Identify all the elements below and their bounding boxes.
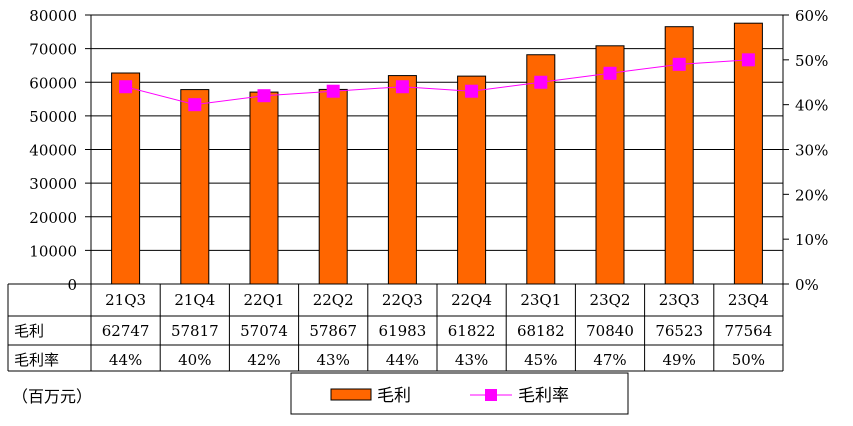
data-label: 68182 xyxy=(517,322,565,340)
x-tick-label: 22Q1 xyxy=(244,291,285,309)
y-left-tick-label: 40000 xyxy=(29,142,77,160)
legend-bar-swatch xyxy=(330,388,372,401)
data-label: 45% xyxy=(524,351,557,369)
y-left-tick-label: 20000 xyxy=(29,209,77,227)
line-point xyxy=(534,75,548,89)
data-label: 70840 xyxy=(586,322,634,340)
data-label: 43% xyxy=(317,351,350,369)
legend-label: 毛利率 xyxy=(518,386,569,406)
x-tick-label: 21Q3 xyxy=(105,291,146,309)
x-tick-label: 23Q3 xyxy=(659,291,700,309)
y-right-tick-label: 30% xyxy=(795,142,828,160)
legend: 毛利 毛利率 xyxy=(290,372,629,415)
data-label: 57817 xyxy=(171,322,219,340)
line-point xyxy=(603,66,617,80)
y-left-tick-label: 10000 xyxy=(29,242,77,260)
table-row-label: 毛利 xyxy=(14,322,44,340)
data-label: 44% xyxy=(109,351,142,369)
y-right-tick-label: 40% xyxy=(795,97,828,115)
x-tick-label: 22Q2 xyxy=(313,291,354,309)
data-label: 77564 xyxy=(725,322,773,340)
data-label: 76523 xyxy=(655,322,703,340)
data-label: 61822 xyxy=(448,322,496,340)
data-label: 57867 xyxy=(309,322,357,340)
data-label: 62747 xyxy=(102,322,150,340)
data-label: 61983 xyxy=(379,322,427,340)
y-right-tick-label: 20% xyxy=(795,186,828,204)
table-row-label: 毛利率 xyxy=(14,351,59,369)
line-point xyxy=(119,80,133,94)
line-series xyxy=(119,53,755,112)
y-left-tick-label: 0 xyxy=(67,276,77,294)
y-left-tick-label: 30000 xyxy=(29,175,77,193)
y-left-tick-label: 60000 xyxy=(29,74,77,92)
line-point xyxy=(741,53,755,67)
x-tick-label: 23Q2 xyxy=(590,291,631,309)
line-point xyxy=(395,80,409,94)
x-tick-label: 22Q3 xyxy=(382,291,423,309)
x-tick-label: 23Q1 xyxy=(520,291,561,309)
data-label: 42% xyxy=(247,351,280,369)
data-label: 40% xyxy=(178,351,211,369)
bar xyxy=(595,45,625,285)
data-table: 21Q3 21Q4 22Q1 22Q2 22Q3 22Q4 23Q1 23Q2 23Q3 23Q4… xyxy=(7,283,784,372)
line-point xyxy=(672,57,686,71)
line-point xyxy=(465,84,479,98)
data-label: 47% xyxy=(593,351,626,369)
bar xyxy=(111,72,141,285)
y-left-tick-label: 80000 xyxy=(29,7,77,25)
x-tick-label: 22Q4 xyxy=(451,291,492,309)
data-label: 43% xyxy=(455,351,488,369)
y-left-tick-label: 50000 xyxy=(29,108,77,126)
y-left-tick-label: 70000 xyxy=(29,41,77,59)
line-point xyxy=(188,98,202,112)
line-series-path xyxy=(125,59,749,106)
x-tick-label: 23Q4 xyxy=(728,291,769,309)
bar xyxy=(457,75,487,285)
data-label: 44% xyxy=(386,351,419,369)
x-tick-label: 21Q4 xyxy=(174,291,215,309)
y-right-tick-label: 10% xyxy=(795,231,828,249)
axes: 0 10000 20000 30000 40000 50000 60000 70000 8000… xyxy=(29,7,828,294)
unit-label: （百万元） xyxy=(12,387,92,406)
bar xyxy=(249,91,279,285)
legend-label: 毛利 xyxy=(377,386,411,406)
bar xyxy=(526,54,556,285)
y-right-tick-label: 0% xyxy=(795,276,819,294)
bar xyxy=(180,89,210,285)
data-label: 57074 xyxy=(240,322,288,340)
legend-marker xyxy=(485,389,497,401)
bar xyxy=(318,88,348,285)
y-right-tick-label: 60% xyxy=(795,7,828,25)
line-point xyxy=(326,84,340,98)
line-point xyxy=(257,89,271,103)
data-label: 49% xyxy=(663,351,696,369)
bar-series xyxy=(111,22,763,285)
y-right-tick-label: 50% xyxy=(795,52,828,70)
bar xyxy=(387,75,417,285)
data-label: 50% xyxy=(732,351,765,369)
